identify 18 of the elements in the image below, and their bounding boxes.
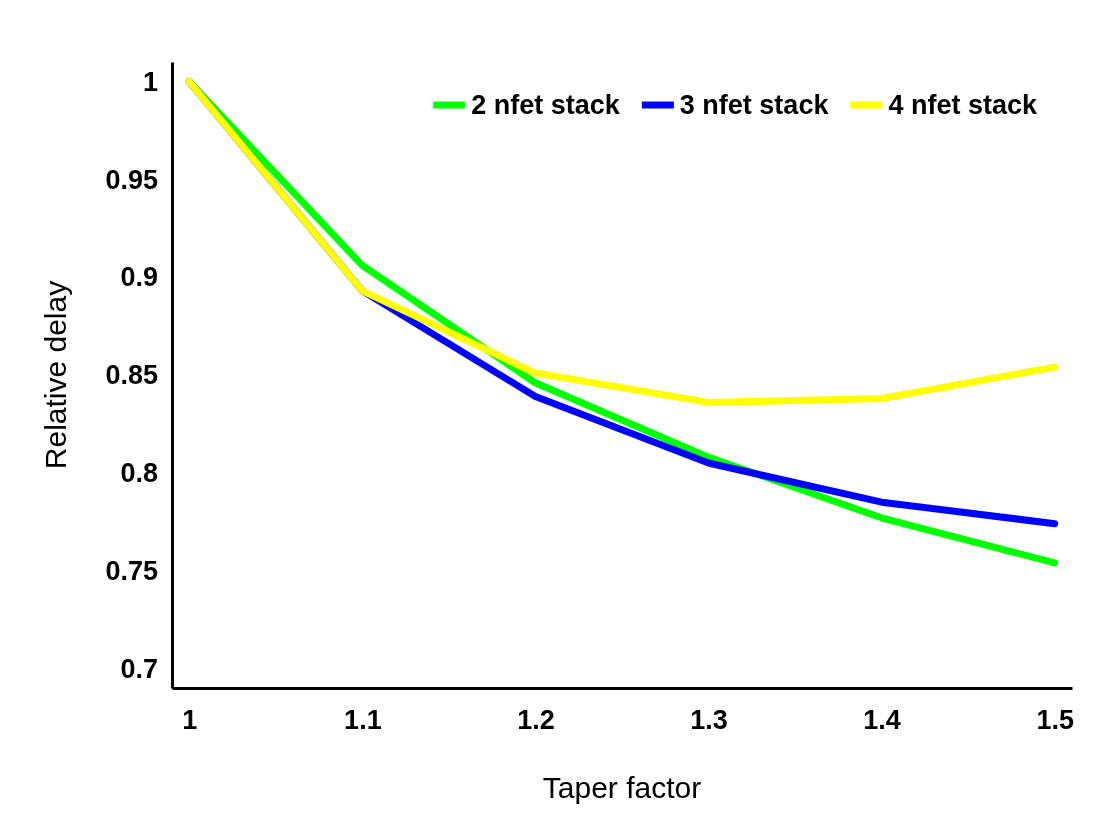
x-tick-label: 1.5: [1036, 705, 1074, 736]
x-tick-label: 1.3: [690, 705, 728, 736]
y-tick-label: 1: [142, 66, 158, 97]
y-tick-label: 0.7: [120, 653, 158, 684]
x-axis-title: Taper factor: [542, 771, 702, 804]
legend-label: 2 nfet stack: [471, 90, 621, 121]
y-axis-title: Relative delay: [39, 280, 72, 470]
y-tick-label: 0.85: [105, 360, 158, 391]
x-tick-label: 1.2: [517, 705, 555, 736]
y-tick-label: 0.9: [120, 262, 158, 293]
legend-label: 3 nfet stack: [679, 90, 830, 121]
y-tick-label: 0.75: [105, 555, 158, 586]
y-tick-label: 0.95: [105, 164, 158, 195]
x-tick-label: 1: [182, 705, 198, 736]
x-tick-label: 1.4: [863, 705, 901, 736]
y-tick-label: 0.8: [120, 457, 158, 488]
x-tick-label: 1.1: [344, 705, 382, 736]
legend-label: 4 nfet stack: [888, 90, 1038, 121]
